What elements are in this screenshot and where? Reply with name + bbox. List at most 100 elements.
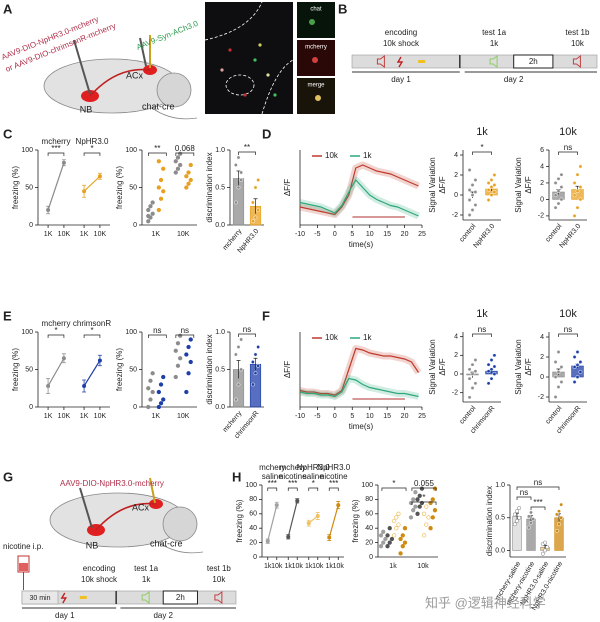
group-name: NpHR3.0 [317, 463, 350, 472]
line [83, 360, 101, 387]
y-tick-label: 0.5 [495, 515, 505, 522]
point [156, 159, 161, 164]
point [158, 196, 164, 201]
y-tick-label: -2 [452, 390, 458, 397]
y-tick-label: 50 [25, 184, 33, 191]
x-tick-label: 1k [264, 563, 272, 570]
x-tick-label: 5 [350, 413, 354, 420]
point [489, 178, 494, 182]
label: 30 min [29, 595, 50, 602]
cell [258, 43, 262, 47]
x-tick-label: 10k [333, 563, 345, 570]
x-tick-label: 25 [418, 413, 426, 420]
point [413, 490, 418, 495]
x-tick-label: -5 [314, 231, 320, 238]
point [492, 190, 497, 194]
point [156, 207, 161, 213]
wait-box [21, 590, 59, 605]
point [381, 529, 386, 534]
point [184, 185, 189, 190]
label: NB [80, 104, 93, 114]
label: AAV9-DIO-NpHR3.0-mcherry [60, 479, 164, 488]
group-name: nicotine [320, 472, 348, 481]
y-axis-label: freezing (%) [11, 166, 20, 209]
point [559, 197, 564, 202]
x-tick-label: 10k [312, 563, 324, 570]
x-tick-label: 10K [94, 231, 107, 238]
chart-title: 1k [476, 126, 488, 138]
x-tick-label: 15 [383, 231, 391, 238]
significance: ns [534, 478, 542, 487]
point [430, 515, 435, 520]
point [61, 160, 66, 165]
significance-bracket [328, 487, 339, 491]
cell [273, 93, 277, 97]
line [299, 377, 419, 398]
point [575, 205, 580, 210]
label: 10k [571, 39, 585, 48]
point [467, 198, 472, 202]
x-tick-label: 10K [177, 231, 190, 238]
significance-bracket [238, 333, 256, 337]
point [161, 189, 166, 194]
point [378, 544, 384, 549]
significance: ** [154, 144, 160, 153]
y-axis-label: freezing (%) [11, 348, 20, 391]
point [575, 172, 580, 177]
point [489, 193, 494, 197]
point [256, 363, 261, 368]
point [492, 364, 497, 369]
y-axis-label: freezing (%) [235, 499, 244, 542]
y-tick-label: 0 [29, 404, 33, 411]
point [233, 200, 238, 205]
point [556, 370, 561, 374]
point [467, 188, 472, 192]
point [556, 385, 561, 389]
point [572, 193, 577, 198]
point [186, 371, 191, 376]
chart-title: 10k [559, 308, 577, 320]
point [559, 515, 564, 520]
point [186, 170, 191, 175]
point [398, 536, 403, 542]
label: NB [86, 540, 99, 550]
significance-bracket [308, 487, 319, 491]
point [512, 512, 517, 517]
point [150, 211, 155, 216]
point [467, 395, 472, 400]
point [492, 353, 497, 358]
x-tick-label: 1K [80, 413, 89, 420]
y-tick-label: -2 [538, 213, 544, 220]
x-tick-label: 1k [285, 563, 293, 570]
point [473, 358, 478, 362]
point [265, 539, 270, 544]
y-tick-label: 0.0 [215, 404, 225, 411]
label: mcherry [305, 45, 327, 51]
point [256, 345, 261, 349]
y-tick-label: 100 [125, 329, 137, 336]
cell [243, 93, 247, 97]
cell [253, 58, 257, 62]
y-tick-label: 2 [454, 352, 458, 359]
point [486, 188, 491, 192]
significance: *** [288, 479, 297, 488]
point [473, 178, 478, 182]
point [186, 181, 191, 186]
y-tick-label: 0.5 [215, 184, 225, 191]
line [47, 357, 65, 387]
point [408, 515, 414, 520]
speaker-icon [489, 55, 498, 68]
significance-bracket [381, 487, 407, 491]
point [394, 526, 399, 531]
point [188, 337, 193, 342]
x-tick-label: control [459, 223, 478, 244]
significance: ns [564, 325, 572, 334]
x-tick-label: 0 [333, 231, 337, 238]
panel-label: H [232, 469, 241, 484]
cell [309, 19, 315, 25]
point [553, 205, 558, 210]
point [415, 511, 420, 516]
legend-label: 10k [325, 151, 339, 160]
